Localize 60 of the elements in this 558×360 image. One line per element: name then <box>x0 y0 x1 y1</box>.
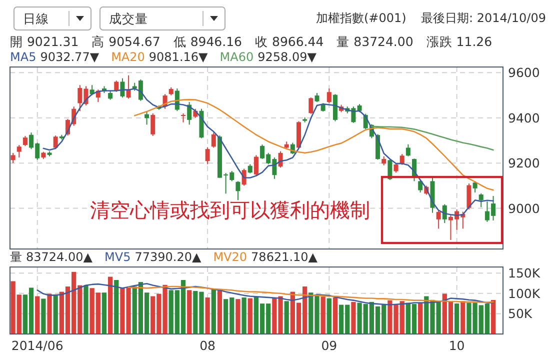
text: 量 83724.00 <box>336 34 414 49</box>
text: 78621.10▲ <box>251 250 318 264</box>
annotation: 清空心情或找到可以獲利的機制 <box>90 198 370 222</box>
x-tick-label: 08 <box>200 338 216 353</box>
text: 最後日期: 2014/10/09 <box>420 11 546 25</box>
bar <box>114 280 119 334</box>
text: 77390.20▲ <box>134 250 202 264</box>
bar <box>490 300 496 334</box>
bar <box>460 301 466 334</box>
bar <box>35 296 40 334</box>
text: MV20 <box>213 250 248 264</box>
y-tick-label: 150K <box>508 266 541 281</box>
text: 加權指數(#001) <box>316 11 406 25</box>
bar <box>47 294 52 334</box>
line-series <box>128 286 494 303</box>
line-series <box>36 283 494 306</box>
bar <box>284 301 289 334</box>
bar <box>187 290 192 334</box>
bar <box>102 292 107 334</box>
text: 收 8966.44 <box>255 34 324 49</box>
bar <box>418 302 423 334</box>
text: 漲跌 11.26 <box>426 34 492 49</box>
bar <box>217 289 222 334</box>
y-tick-label: 9200 <box>508 156 540 171</box>
bar <box>242 297 246 334</box>
dropdown: 成交量 <box>100 6 226 30</box>
text: 高 9054.67 <box>92 34 160 49</box>
text: 低 8946.16 <box>173 34 242 49</box>
text: 83724.00▲ <box>26 250 94 264</box>
bar <box>41 298 46 334</box>
text: MA20 <box>111 50 145 64</box>
series-label: MV5 <box>104 250 131 264</box>
bar <box>108 276 113 334</box>
y-tick-label: 9000 <box>508 200 540 216</box>
y-tick-label: 100K <box>508 286 541 301</box>
text: MA5 <box>10 50 36 64</box>
text: 開 9021.31 <box>10 34 79 49</box>
bar <box>211 289 216 334</box>
text: MA60 <box>220 50 254 64</box>
series-label: 量 <box>10 250 22 264</box>
y-tick-label: 9600 <box>508 65 540 80</box>
bar <box>320 296 326 334</box>
bar <box>248 298 252 334</box>
bar <box>205 297 210 334</box>
x-tick-label: 10 <box>448 338 465 353</box>
text: 9081.16▼ <box>148 50 209 64</box>
bar <box>326 298 332 334</box>
y-tick-label: 9400 <box>508 110 540 126</box>
bar <box>53 294 58 334</box>
bar <box>84 285 88 334</box>
text: 9032.77▼ <box>40 50 100 64</box>
text: 9258.09▼ <box>258 50 318 64</box>
bar <box>351 302 356 334</box>
dropdown: 日線 <box>14 6 92 30</box>
y-tick-label: 50K <box>508 306 533 322</box>
bar <box>236 299 240 334</box>
bar <box>454 304 460 334</box>
x-tick-label: 09 <box>321 338 338 353</box>
x-tick-label: 2014/06 <box>11 338 64 353</box>
bar <box>332 297 338 334</box>
